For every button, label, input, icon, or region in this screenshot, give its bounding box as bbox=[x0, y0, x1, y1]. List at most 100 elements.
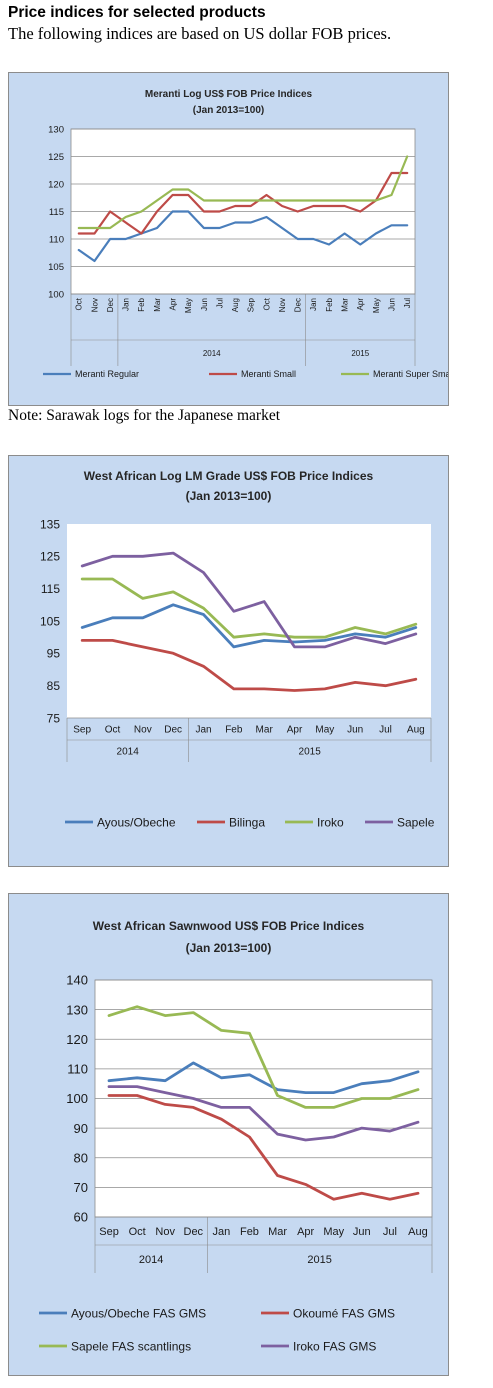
y-tick-label: 140 bbox=[66, 973, 88, 988]
x-tick-label: Dec bbox=[294, 298, 303, 312]
x-tick-label: Jul bbox=[379, 725, 392, 736]
x-tick-label: May bbox=[184, 298, 193, 313]
meranti-chart-svg: Meranti Log US$ FOB Price Indices (Jan 20… bbox=[43, 89, 455, 379]
y-tick-label: 105 bbox=[40, 614, 60, 628]
year-label: 2014 bbox=[117, 747, 140, 758]
legend-label: Meranti Small bbox=[241, 369, 296, 379]
x-tick-label: Oct bbox=[75, 297, 84, 310]
x-tick-label: Nov bbox=[155, 1226, 175, 1238]
x-tick-label: Mar bbox=[153, 298, 162, 312]
y-tick-label: 100 bbox=[48, 289, 64, 300]
x-tick-label: Mar bbox=[268, 1226, 287, 1238]
x-tick-label: Dec bbox=[106, 298, 115, 312]
series-line-4 bbox=[107, 1085, 420, 1142]
legend-label: Meranti Regular bbox=[75, 369, 139, 379]
x-tick-label: May bbox=[323, 1226, 344, 1238]
x-tick-label: Aug bbox=[407, 725, 425, 736]
y-tick-label: 100 bbox=[66, 1091, 88, 1106]
x-tick-label: Oct bbox=[129, 1226, 146, 1238]
y-tick-label: 85 bbox=[47, 679, 61, 693]
x-tick-label: Sep bbox=[73, 725, 91, 736]
x-tick-label: Feb bbox=[240, 1226, 259, 1238]
y-tick-label: 90 bbox=[74, 1121, 88, 1136]
year-label: 2015 bbox=[307, 1254, 331, 1266]
x-tick-label: Sep bbox=[247, 297, 256, 312]
year-label: 2014 bbox=[203, 349, 221, 358]
y-tick-label: 80 bbox=[74, 1150, 88, 1165]
x-tick-label: Mar bbox=[341, 298, 350, 312]
y-tick-label: 70 bbox=[74, 1180, 88, 1195]
legend-label: Meranti Super Small bbox=[373, 369, 448, 379]
series-line-1 bbox=[77, 210, 409, 263]
x-tick-label: Jun bbox=[347, 725, 363, 736]
chart-title: West African Sawnwood US$ FOB Price Indi… bbox=[93, 919, 365, 933]
x-tick-label: Aug bbox=[231, 298, 240, 312]
y-tick-label: 60 bbox=[74, 1210, 88, 1225]
series-line-3 bbox=[77, 155, 409, 230]
x-tick-label: Sep bbox=[99, 1226, 119, 1238]
x-tick-label: Nov bbox=[134, 725, 152, 736]
chart-title: West African Log LM Grade US$ FOB Price … bbox=[84, 469, 374, 483]
x-tick-label: Jun bbox=[387, 298, 396, 311]
series-line-2 bbox=[107, 1094, 420, 1201]
x-tick-label: Oct bbox=[262, 297, 271, 310]
x-tick-label: Apr bbox=[297, 1226, 314, 1238]
x-tick-label: Dec bbox=[184, 1226, 204, 1238]
chart-subtitle: (Jan 2013=100) bbox=[193, 105, 264, 116]
chart-note: Note: Sarawak logs for the Japanese mark… bbox=[8, 407, 281, 424]
y-tick-label: 110 bbox=[49, 234, 64, 245]
chart-subtitle: (Jan 2013=100) bbox=[186, 941, 272, 955]
page-subheading: The following indices are based on US do… bbox=[8, 24, 392, 43]
y-tick-label: 125 bbox=[40, 550, 60, 564]
x-tick-label: Dec bbox=[164, 725, 182, 736]
x-tick-label: Jan bbox=[122, 298, 131, 311]
x-tick-label: Jul bbox=[215, 298, 224, 308]
y-tick-label: 130 bbox=[66, 1002, 88, 1017]
x-tick-label: Feb bbox=[325, 297, 334, 311]
legend-label: Ayous/Obeche bbox=[97, 815, 176, 829]
y-tick-label: 120 bbox=[48, 179, 64, 190]
series-line-3 bbox=[80, 577, 418, 639]
x-tick-label: Nov bbox=[278, 298, 287, 312]
x-tick-label: Oct bbox=[105, 725, 121, 736]
x-tick-label: Jan bbox=[309, 298, 318, 311]
x-tick-label: Feb bbox=[225, 725, 243, 736]
chart-title: Meranti Log US$ FOB Price Indices bbox=[145, 89, 313, 100]
y-tick-label: 115 bbox=[41, 582, 60, 596]
year-label: 2015 bbox=[299, 747, 322, 758]
y-tick-label: 120 bbox=[66, 1032, 88, 1047]
series-line-1 bbox=[80, 603, 418, 649]
legend-label: Okoumé FAS GMS bbox=[293, 1306, 395, 1320]
legend-label: Sapele bbox=[397, 815, 435, 829]
x-tick-label: Jan bbox=[195, 725, 211, 736]
year-label: 2015 bbox=[351, 349, 369, 358]
series-line-3 bbox=[107, 1005, 420, 1109]
x-tick-label: Nov bbox=[90, 298, 99, 312]
legend-label: Bilinga bbox=[229, 815, 265, 829]
series-line-4 bbox=[80, 551, 418, 649]
x-tick-label: May bbox=[372, 298, 381, 313]
y-tick-label: 75 bbox=[47, 711, 61, 725]
x-tick-label: Jun bbox=[353, 1226, 371, 1238]
x-tick-label: Jan bbox=[213, 1226, 231, 1238]
y-tick-label: 130 bbox=[48, 124, 64, 135]
west-african-log-chart: West African Log LM Grade US$ FOB Price … bbox=[8, 455, 449, 867]
x-tick-label: Jul bbox=[383, 1226, 397, 1238]
y-tick-label: 115 bbox=[49, 207, 64, 218]
legend-label: Iroko FAS GMS bbox=[293, 1339, 376, 1353]
page-heading: Price indices for selected products bbox=[8, 4, 266, 21]
x-tick-label: Apr bbox=[287, 725, 303, 736]
legend-label: Iroko bbox=[317, 815, 344, 829]
x-tick-label: Jul bbox=[403, 298, 412, 308]
year-label: 2014 bbox=[139, 1254, 163, 1266]
west-african-sawnwood-chart-svg: West African Sawnwood US$ FOB Price Indi… bbox=[39, 919, 433, 1353]
y-tick-label: 135 bbox=[40, 517, 60, 531]
y-tick-label: 110 bbox=[67, 1062, 88, 1077]
x-tick-label: Apr bbox=[356, 298, 365, 311]
west-african-log-chart-svg: West African Log LM Grade US$ FOB Price … bbox=[40, 469, 435, 829]
legend-label: Ayous/Obeche FAS GMS bbox=[71, 1306, 206, 1320]
y-tick-label: 105 bbox=[48, 262, 64, 273]
west-african-sawnwood-chart: West African Sawnwood US$ FOB Price Indi… bbox=[8, 893, 449, 1376]
meranti-chart: Meranti Log US$ FOB Price Indices (Jan 20… bbox=[8, 72, 455, 406]
x-tick-label: May bbox=[315, 725, 334, 736]
